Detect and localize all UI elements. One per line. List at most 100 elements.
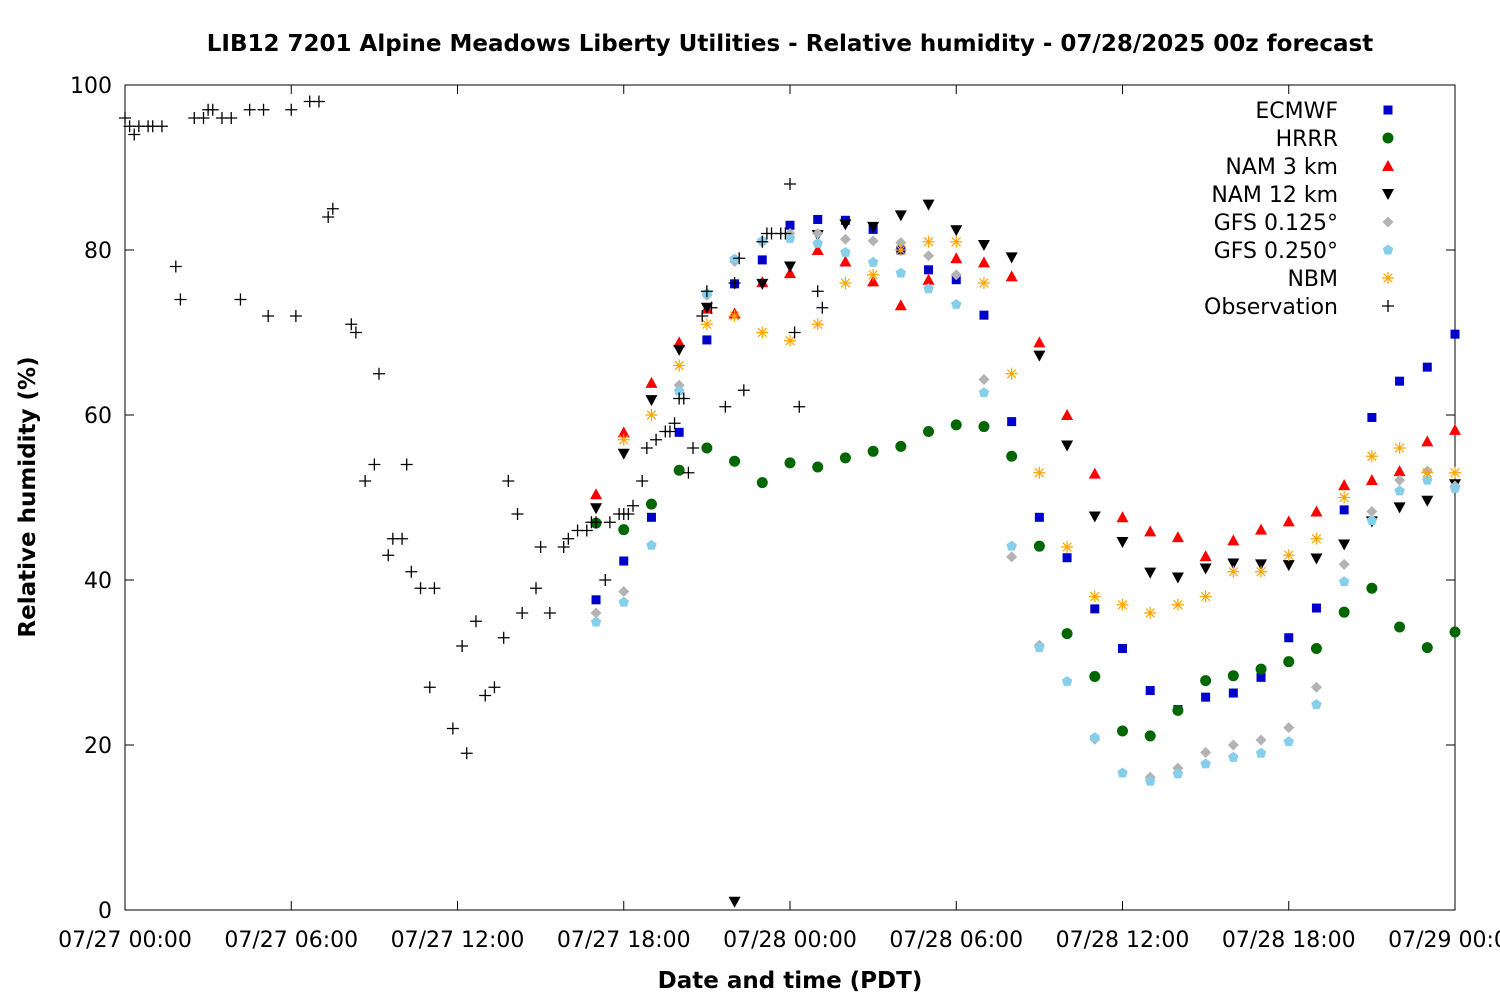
data-point <box>1007 417 1017 427</box>
data-point <box>922 199 935 211</box>
data-point <box>645 409 658 421</box>
data-point <box>1200 758 1211 769</box>
data-point <box>687 442 700 454</box>
data-point <box>603 516 616 529</box>
data-point <box>728 277 741 289</box>
legend-label: GFS 0.125° <box>1214 211 1338 236</box>
data-point <box>1061 440 1074 452</box>
data-point <box>469 615 482 628</box>
y-tick-label: 100 <box>70 74 112 99</box>
data-point <box>977 240 990 252</box>
data-point <box>650 433 663 446</box>
data-point <box>312 95 325 108</box>
data-point <box>423 681 436 694</box>
data-point <box>1201 692 1211 702</box>
data-point <box>1117 725 1128 737</box>
data-point <box>1033 336 1046 348</box>
legend-label: HRRR <box>1276 127 1338 152</box>
x-tick-label: 07/28 12:00 <box>1056 928 1190 953</box>
legend: ECMWF HRRR NAM 3 km NAM 12 km GFS 0.125° GFS … <box>1204 99 1394 320</box>
data-point <box>322 211 335 223</box>
data-point <box>785 220 795 230</box>
data-point <box>978 421 990 433</box>
data-point <box>682 466 695 479</box>
data-point <box>1006 450 1018 462</box>
data-point <box>728 310 741 322</box>
data-point <box>1255 559 1268 571</box>
data-point <box>1311 603 1321 613</box>
data-point <box>562 532 575 545</box>
data-point <box>1116 511 1129 523</box>
data-point <box>460 747 473 760</box>
data-point <box>793 400 806 413</box>
data-point <box>1283 722 1295 734</box>
data-point <box>1033 540 1045 552</box>
data-point <box>1227 565 1240 578</box>
data-point <box>784 178 796 190</box>
y-tick-label: 80 <box>84 239 112 264</box>
data-point <box>1090 604 1100 614</box>
data-point <box>1310 505 1323 517</box>
data-point <box>1227 739 1239 751</box>
data-point <box>1005 367 1018 380</box>
data-point <box>812 461 824 473</box>
data-point <box>1172 768 1184 779</box>
data-point <box>1421 435 1434 447</box>
data-point <box>1227 670 1239 682</box>
data-point <box>1421 466 1434 479</box>
data-point <box>618 524 630 536</box>
data-point <box>1421 642 1433 654</box>
data-point <box>700 285 713 298</box>
data-point <box>663 425 676 438</box>
data-point <box>951 298 962 309</box>
data-point <box>1422 362 1432 372</box>
data-point <box>617 426 630 438</box>
data-point <box>543 607 556 619</box>
data-point <box>894 299 907 311</box>
data-point <box>950 235 963 248</box>
data-point <box>1089 671 1101 683</box>
data-point <box>895 267 907 278</box>
data-point <box>867 268 880 281</box>
data-point <box>1282 560 1295 572</box>
data-point <box>1061 628 1073 640</box>
data-point <box>1088 511 1101 523</box>
data-point <box>784 232 796 243</box>
data-point <box>950 269 962 281</box>
data-point <box>719 400 732 413</box>
data-point <box>839 452 851 464</box>
data-point <box>1171 572 1184 584</box>
series-hrrr <box>590 419 1461 742</box>
data-point <box>488 681 501 694</box>
data-point <box>923 283 934 294</box>
legend-label: NAM 12 km <box>1211 183 1338 208</box>
data-point <box>1338 479 1351 491</box>
data-point <box>1033 466 1046 479</box>
data-point <box>1171 531 1184 543</box>
data-point <box>673 359 686 372</box>
data-point <box>1116 537 1129 549</box>
legend-marker <box>1382 132 1394 144</box>
data-point <box>673 336 686 348</box>
data-point <box>119 112 131 124</box>
y-tick-label: 0 <box>98 899 112 924</box>
data-point <box>446 722 459 735</box>
data-point <box>511 508 524 520</box>
data-point <box>1366 506 1378 518</box>
data-point <box>1116 598 1129 611</box>
data-point <box>234 293 247 306</box>
x-axis-title: Date and time (PDT) <box>658 968 923 994</box>
legend-label: NAM 3 km <box>1225 155 1338 180</box>
data-point <box>950 252 963 264</box>
data-point <box>1062 553 1072 563</box>
data-point <box>1338 539 1351 551</box>
data-point <box>1310 553 1323 565</box>
data-point <box>728 896 741 908</box>
data-point <box>757 255 767 265</box>
data-point <box>1088 467 1101 479</box>
data-point <box>1034 642 1045 653</box>
data-point <box>1310 681 1322 693</box>
legend-marker <box>1382 300 1394 312</box>
data-point <box>867 275 880 287</box>
data-point <box>174 293 187 306</box>
